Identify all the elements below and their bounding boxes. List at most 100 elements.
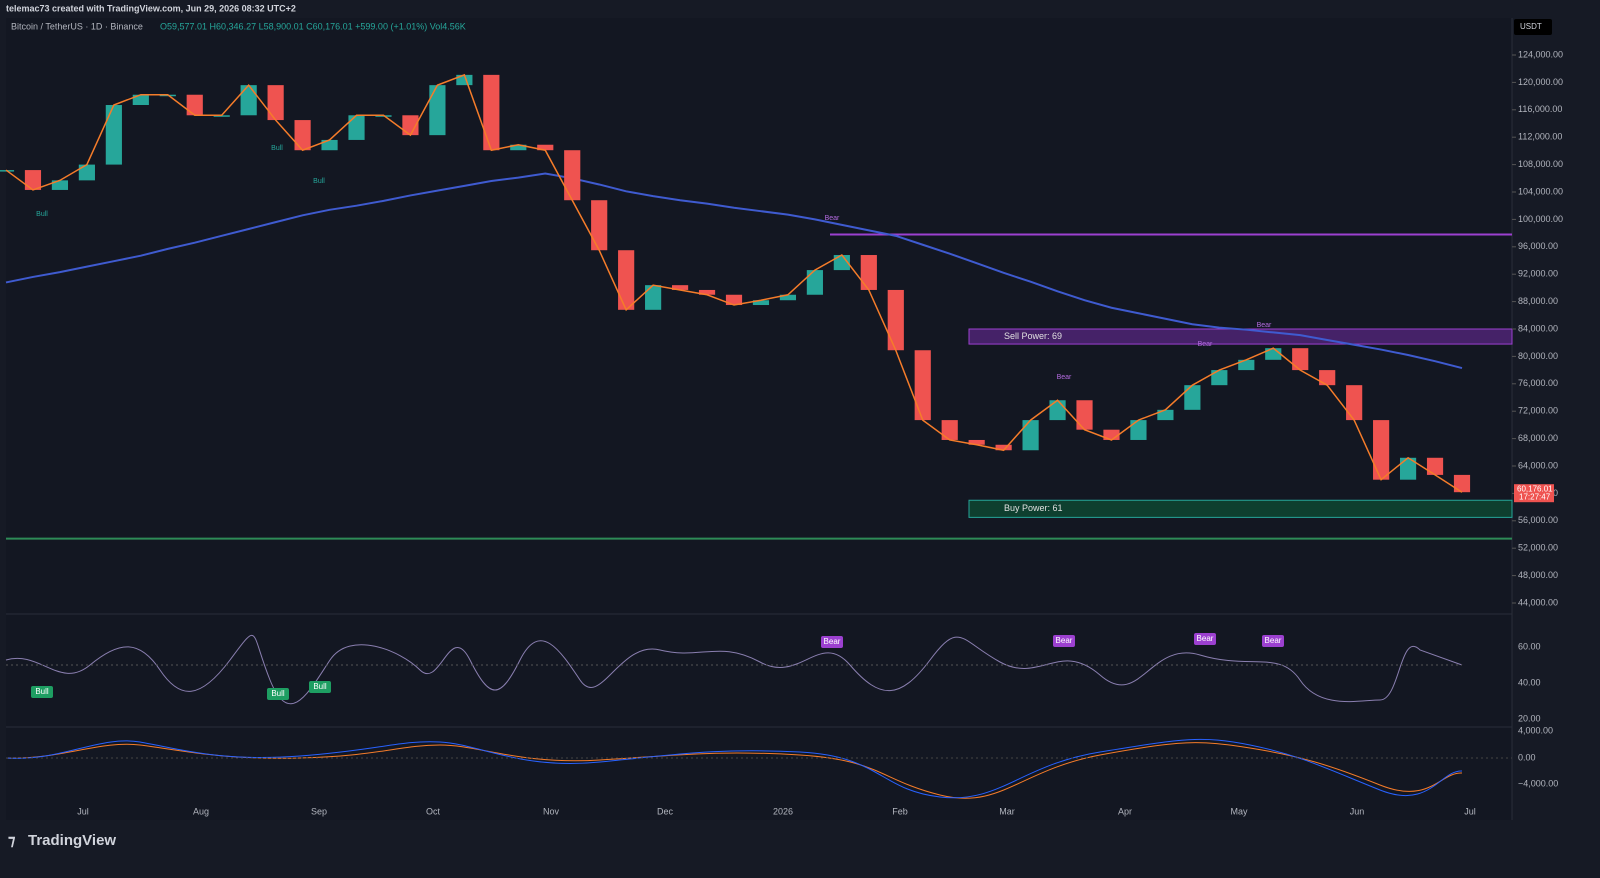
y-tick-label: 108,000.00 [1518,159,1563,169]
candle [1373,420,1390,480]
currency: USDT [1520,22,1542,31]
signal: Bear [1257,322,1272,329]
candle [51,180,69,190]
x-tick-label: Nov [543,806,560,816]
oscillator-signal: Bear [824,637,841,646]
symbol: Bitcoin / TetherUS · 1D · Binance [11,21,143,31]
candle [995,444,1012,451]
candle [510,144,527,151]
countdown: 17:27:47 [1519,492,1551,501]
macd-tick: −4,000.00 [1518,778,1558,788]
signal: Bear [1198,341,1213,348]
candle [1157,409,1174,421]
candle [833,255,850,271]
candle [1184,385,1201,410]
credit: telemac73 created with TradingView.com, … [6,3,296,13]
oscillator-signal: Bull [35,687,49,696]
candle [1265,348,1282,360]
x-tick-label: Dec [657,806,674,816]
macd-tick: 4,000.00 [1518,725,1553,735]
candle [671,285,689,290]
oscillator-signal: Bull [313,682,327,691]
candle [968,439,985,445]
candle [456,74,473,86]
y-tick-label: 52,000.00 [1518,543,1558,553]
candle [941,420,958,440]
signal: Bear [1057,374,1072,381]
candle [698,289,716,295]
footer-logo: ⁊ [8,832,16,849]
y-tick-label: 92,000.00 [1518,269,1558,279]
signal: Bear [825,215,840,222]
oscillator-badge [821,636,843,648]
candle [348,115,365,140]
y-tick-label: 44,000.00 [1518,597,1558,607]
y-tick-label: 56,000.00 [1518,515,1558,525]
x-tick-label: May [1230,806,1248,816]
candle [429,85,446,136]
oscillator-badge [267,688,289,700]
oscillator-badge [31,686,53,698]
candle [1103,429,1120,440]
oscillator-tick: 20.00 [1518,713,1541,723]
macd-tick: 0.00 [1518,752,1536,762]
candle [1076,400,1093,430]
candle [105,105,122,165]
y-tick-label: 104,000.00 [1518,186,1563,196]
footer-brand: TradingView [28,832,116,849]
plot-area [6,18,1512,820]
x-tick-label: Jun [1350,806,1365,816]
y-tick-label: 116,000.00 [1518,104,1562,114]
candle [1211,370,1228,386]
candle [887,289,904,351]
candle [132,94,149,106]
candle [1049,400,1066,421]
zone-label: Buy Power: 61 [1004,503,1063,513]
y-tick-label: 76,000.00 [1518,378,1558,388]
candle [294,120,311,151]
x-tick-label: Jul [1464,806,1476,816]
candle [1453,474,1471,493]
power-zone [968,499,1513,518]
moving-average [5,172,1463,370]
signal: Bull [313,178,325,185]
oscillator-badge [1053,635,1075,647]
currency-box [1514,19,1552,35]
y-tick-label: 124,000.00 [1518,49,1563,59]
candle [1346,385,1363,421]
y-tick-label: 80,000.00 [1518,351,1558,361]
y-tick-label: 112,000.00 [1518,132,1562,142]
y-tick-label: 96,000.00 [1518,241,1558,251]
y-tick-label: 120,000.00 [1518,77,1563,87]
price-trend [5,73,1463,493]
candle [1130,420,1147,440]
x-tick-label: Apr [1118,806,1132,816]
x-tick-label: Sep [311,806,327,816]
candle [1292,348,1309,371]
candle [860,255,877,290]
oscillator-signal: Bear [1197,634,1214,643]
ohlc: O59,577.01 H60,346.27 L58,900.01 C60,176… [160,21,466,31]
candle [1426,457,1444,475]
y-tick-label: 100,000.00 [1518,214,1563,224]
candle [645,285,662,310]
candle [779,294,797,301]
oscillator-badge [1194,633,1216,645]
x-tick-label: Mar [999,806,1015,816]
candle [483,74,500,151]
oscillator-badge [309,681,331,693]
y-tick-label: 64,000.00 [1518,460,1558,470]
x-tick-label: Oct [426,806,441,816]
candle [591,200,608,251]
candle [1399,457,1417,480]
y-tick-label: 88,000.00 [1518,296,1558,306]
candle [1022,420,1039,451]
candle [914,350,931,421]
y-tick-label: 48,000.00 [1518,570,1558,580]
candle [564,150,581,201]
candle [402,115,419,136]
y-tick-label: 68,000.00 [1518,433,1558,443]
candle [321,139,338,151]
signal: Bull [271,145,283,152]
